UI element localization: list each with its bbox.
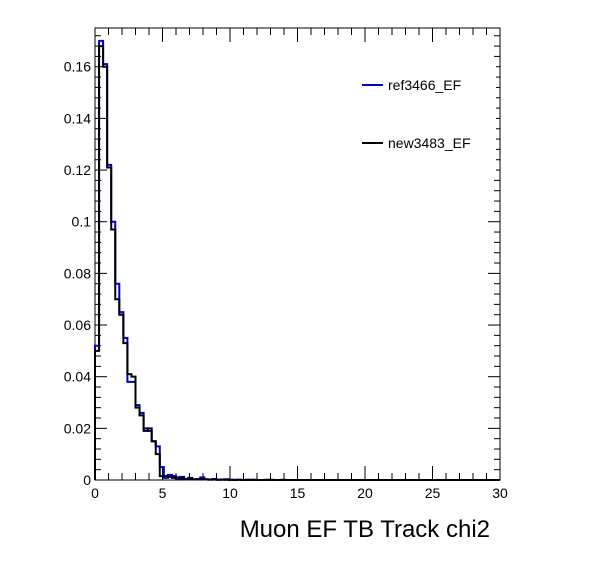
x-tick-label: 20 — [357, 485, 373, 501]
legend-label: new3483_EF — [388, 135, 471, 151]
y-tick-label: 0.02 — [64, 420, 91, 436]
legend: ref3466_EF new3483_EF — [356, 62, 496, 172]
y-tick-label: 0.08 — [64, 265, 91, 281]
x-tick-label: 30 — [492, 485, 508, 501]
x-tick-label: 0 — [91, 485, 99, 501]
y-tick-label: 0.04 — [64, 369, 91, 385]
legend-box — [356, 62, 496, 172]
axis-ticks: 0 5 10 15 20 25 30 0 0.02 0.04 0.06 0.08 0.1 0.12 0.14… — [64, 28, 508, 501]
y-tick-label: 0.1 — [72, 214, 92, 230]
y-tick-label: 0.12 — [64, 162, 91, 178]
x-tick-label: 15 — [290, 485, 306, 501]
legend-label: ref3466_EF — [388, 77, 461, 93]
series-line-new3483_EF — [94, 45, 500, 481]
x-tick-label: 25 — [425, 485, 441, 501]
series-group — [94, 39, 500, 481]
x-tick-label: 10 — [222, 485, 238, 501]
y-tick-label: 0.06 — [64, 317, 91, 333]
x-axis-title: Muon EF TB Track chi2 — [240, 516, 490, 543]
x-tick-label: 5 — [159, 485, 167, 501]
y-tick-label: 0.14 — [64, 110, 91, 126]
y-tick-label: 0.16 — [64, 59, 91, 75]
y-tick-label: 0 — [83, 472, 91, 488]
